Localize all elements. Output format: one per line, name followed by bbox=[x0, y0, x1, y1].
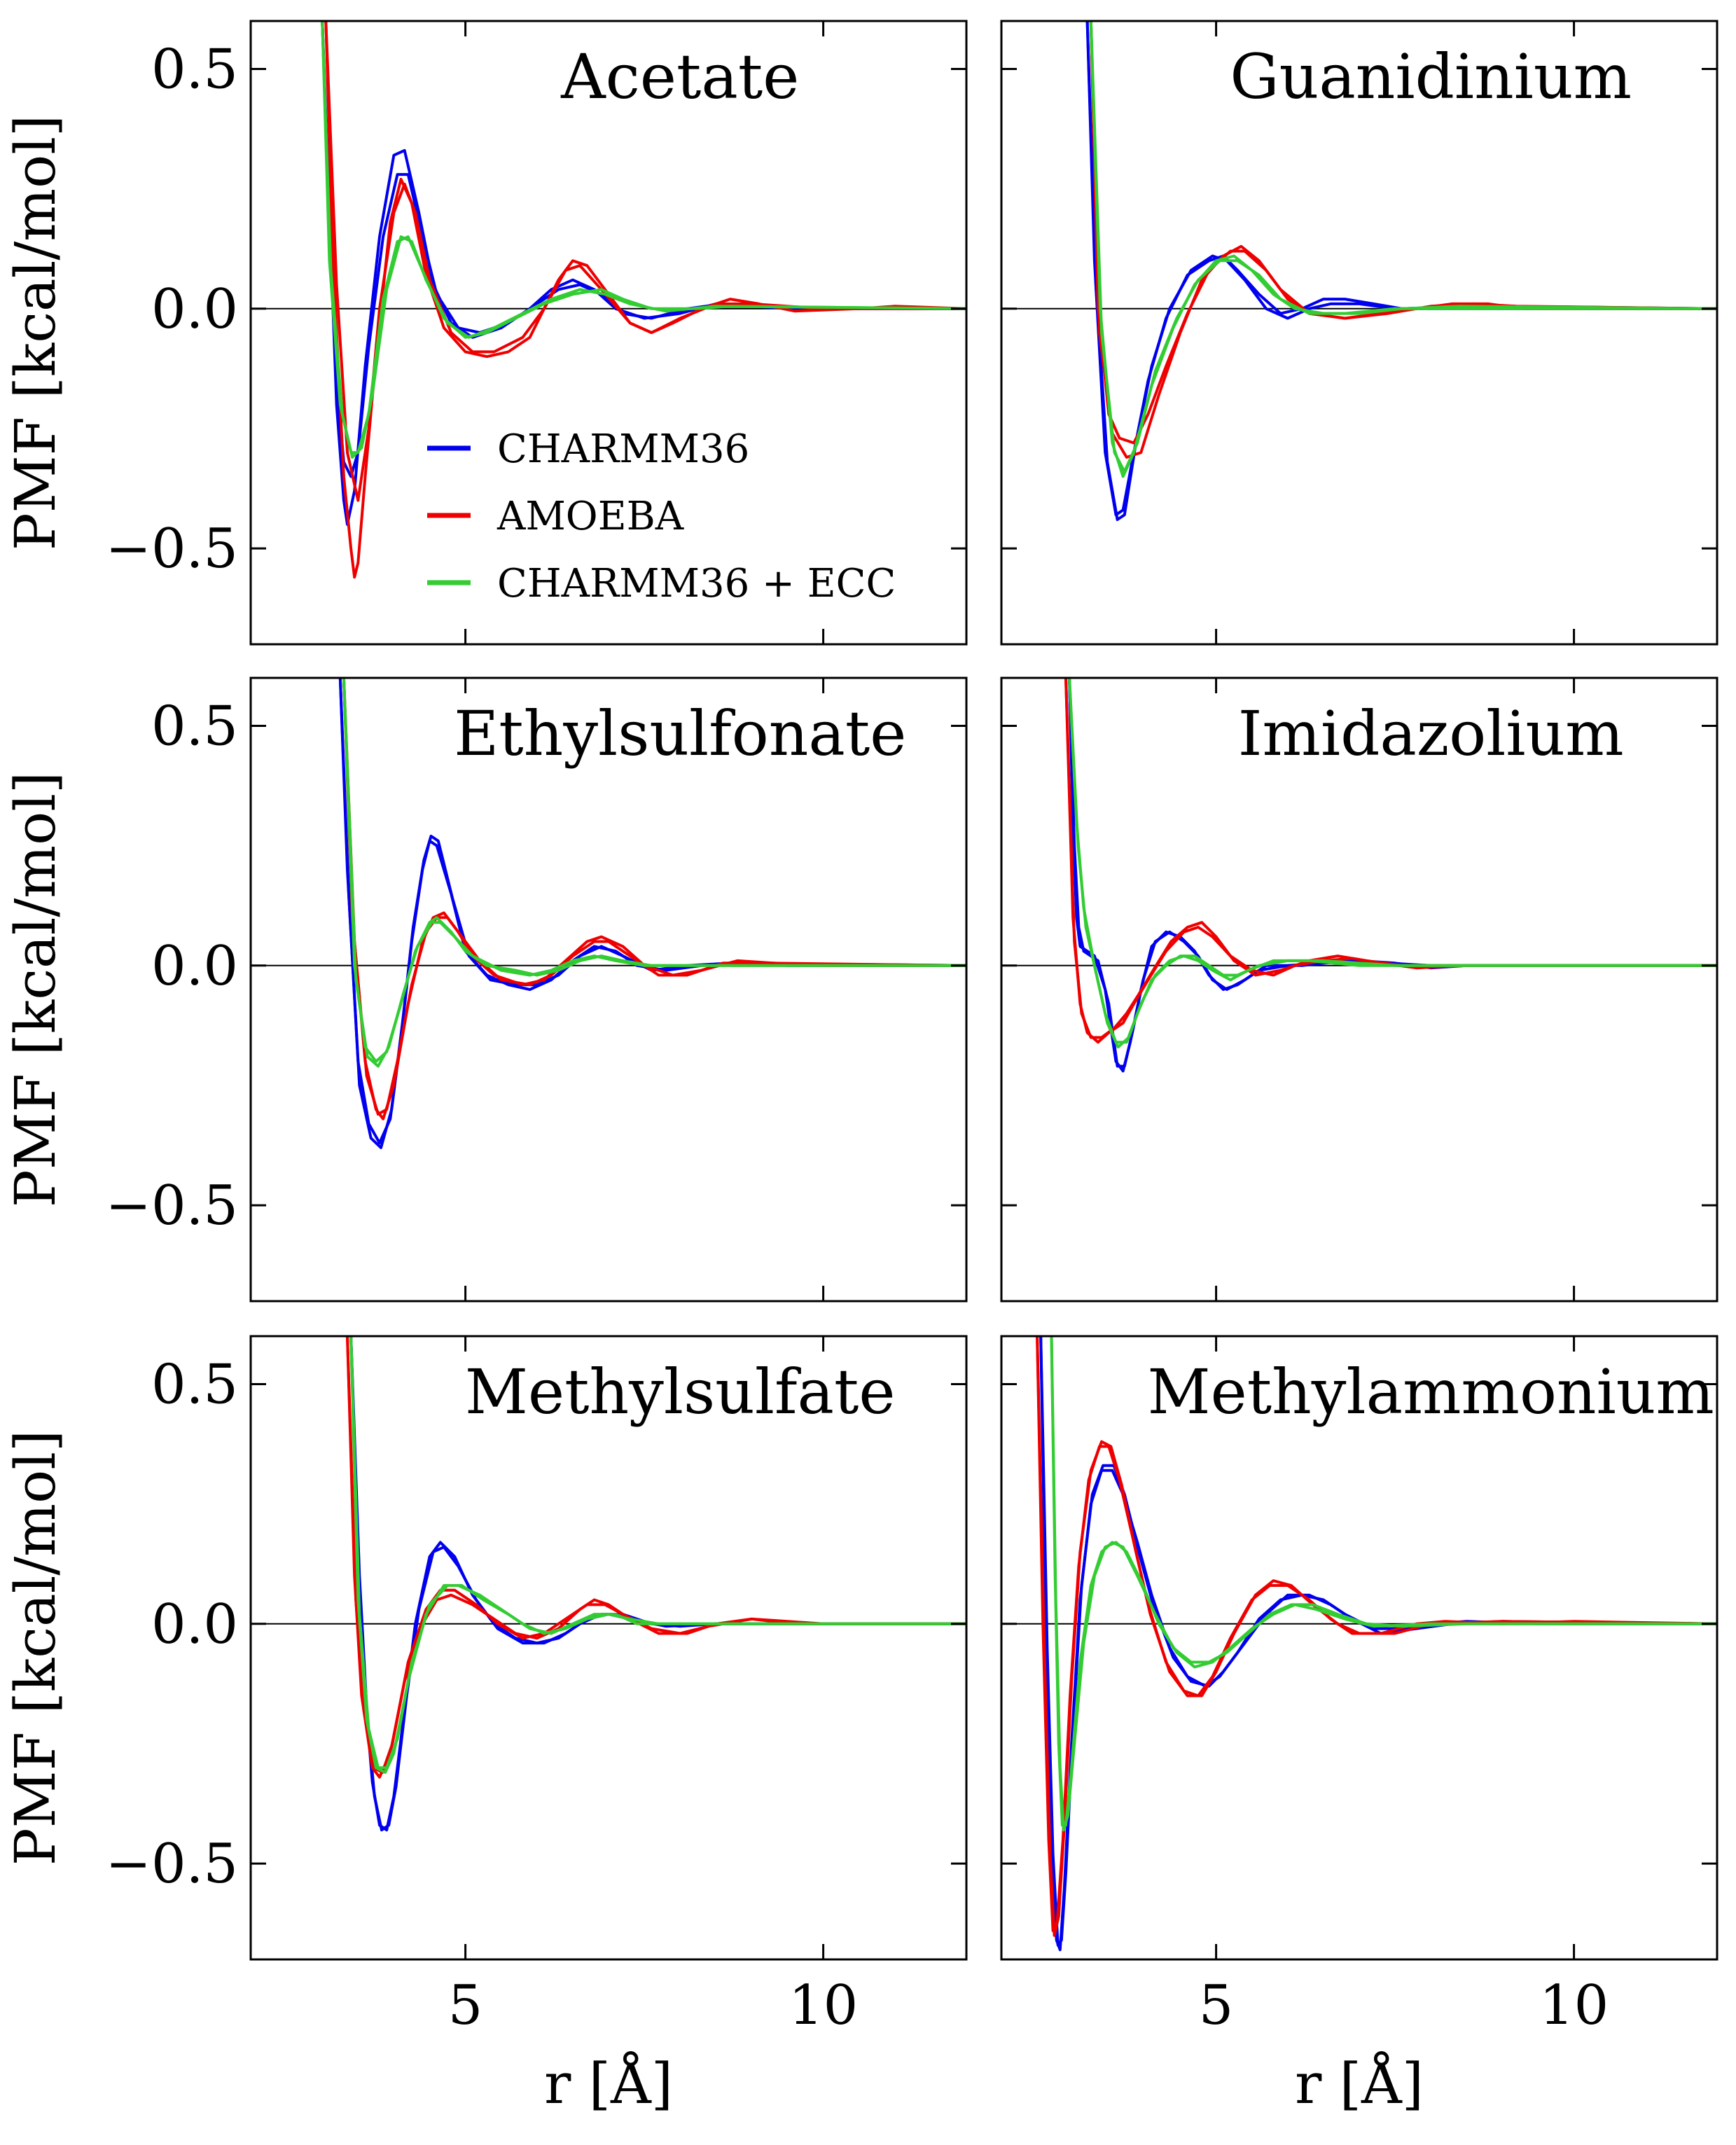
series-line-charmm36 bbox=[321, 21, 966, 478]
panel-frame bbox=[1000, 20, 1718, 646]
series-line-charmm36-ecc bbox=[349, 1336, 966, 1770]
series-line-charmm36-ecc bbox=[1089, 21, 1717, 473]
panel-title: Imidazolium bbox=[1238, 697, 1624, 770]
panel-title: Guanidinium bbox=[1230, 41, 1632, 113]
legend-label: CHARMM36 bbox=[497, 426, 749, 472]
series-line-amoeba bbox=[342, 678, 966, 1116]
y-tick-label: 0.0 bbox=[151, 1593, 238, 1656]
panel-methylammonium: 5 10 Methylammonium r [Å] bbox=[1000, 1335, 1718, 2116]
panel-frame bbox=[249, 1335, 968, 1961]
panel-frame bbox=[249, 20, 968, 646]
legend: CHARMM36 AMOEBA CHARMM36 + ECC bbox=[427, 426, 896, 606]
x-tick-label: 5 bbox=[448, 1974, 483, 2037]
x-axis-label: r [Å] bbox=[1295, 2050, 1424, 2116]
series-line-charmm36-ecc bbox=[1068, 678, 1717, 1049]
panel-frame bbox=[1000, 1335, 1718, 1961]
series-line-amoeba bbox=[1064, 678, 1717, 1039]
y-axis-label: PMF [kcal/mol] bbox=[3, 1430, 68, 1866]
panel-imidazolium: Imidazolium bbox=[1000, 676, 1718, 1303]
series-line-charmm36 bbox=[1039, 1336, 1717, 1952]
panel-ethylsulfonate: −0.5 0.0 0.5 Ethylsulfonate PMF [kcal/mol] bbox=[3, 676, 968, 1303]
x-tick-label: 10 bbox=[789, 1974, 858, 2037]
series-line-charmm36 bbox=[338, 678, 966, 1149]
panel-title: Methylammonium bbox=[1148, 1356, 1714, 1428]
x-tick-label: 10 bbox=[1539, 1974, 1609, 2037]
y-tick-label: −0.5 bbox=[106, 1174, 238, 1237]
y-tick-label: 0.5 bbox=[151, 695, 238, 758]
series-line-charmm36 bbox=[1085, 21, 1717, 521]
series-line-amoeba bbox=[324, 21, 966, 579]
y-tick-label: 0.5 bbox=[151, 1353, 238, 1416]
y-tick-label: −0.5 bbox=[106, 518, 238, 581]
x-axis-label: r [Å] bbox=[544, 2050, 673, 2116]
y-axis-label: PMF [kcal/mol] bbox=[3, 115, 68, 550]
panel-acetate: −0.5 0.0 0.5 Acetate PMF [kcal/mol] CHARMM36 A… bbox=[3, 20, 968, 646]
series-line-charmm36-ecc bbox=[342, 678, 966, 1068]
series-line-amoeba bbox=[324, 21, 966, 502]
panel-frame bbox=[249, 676, 968, 1303]
y-tick-label: 0.0 bbox=[151, 935, 238, 998]
series-line-charmm36-ecc bbox=[321, 21, 966, 459]
y-tick-label: 0.0 bbox=[151, 278, 238, 341]
legend-label: CHARMM36 + ECC bbox=[497, 561, 896, 606]
panel-title: Ethylsulfonate bbox=[454, 697, 906, 770]
panel-frame bbox=[1000, 676, 1718, 1303]
legend-label: AMOEBA bbox=[497, 494, 684, 539]
panel-title: Methylsulfate bbox=[465, 1356, 896, 1428]
x-tick-label: 5 bbox=[1199, 1974, 1234, 2037]
y-axis-label: PMF [kcal/mol] bbox=[3, 772, 68, 1207]
panel-guanidinium: Guanidinium bbox=[1000, 20, 1718, 646]
series-line-amoeba bbox=[1036, 1336, 1717, 1937]
y-tick-label: 0.5 bbox=[151, 38, 238, 101]
panel-title: Acetate bbox=[560, 41, 799, 113]
y-tick-label: −0.5 bbox=[106, 1833, 238, 1896]
panel-methylsulfate: 5 10 −0.5 0.0 0.5 Methylsulfate PMF [kcal/mol]… bbox=[3, 1335, 968, 2116]
series-line-charmm36-ecc bbox=[1050, 1336, 1717, 1832]
